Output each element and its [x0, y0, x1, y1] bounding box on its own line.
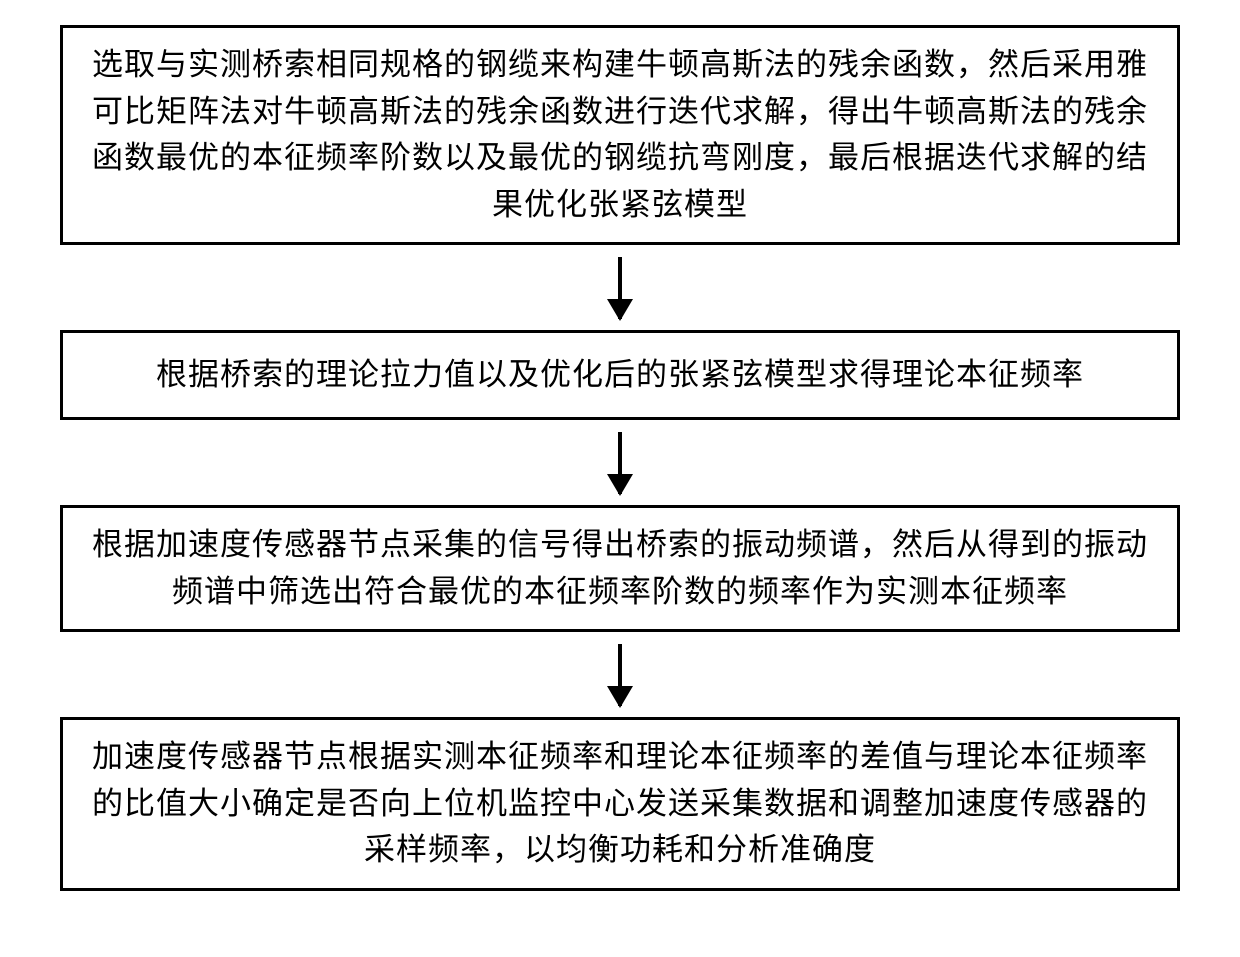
flowchart-step-4: 加速度传感器节点根据实测本征频率和理论本征频率的差值与理论本征频率的比值大小确定… [60, 717, 1180, 891]
flowchart-step-1: 选取与实测桥索相同规格的钢缆来构建牛顿高斯法的残余函数，然后采用雅可比矩阵法对牛… [60, 25, 1180, 245]
flowchart-step-3: 根据加速度传感器节点采集的信号得出桥索的振动频谱，然后从得到的振动频谱中筛选出符… [60, 505, 1180, 632]
arrow-3-4 [60, 632, 1180, 717]
flowchart-step-2-text: 根据桥索的理论拉力值以及优化后的张紧弦模型求得理论本征频率 [156, 352, 1084, 399]
arrow-icon [618, 432, 622, 494]
flowchart-step-2: 根据桥索的理论拉力值以及优化后的张紧弦模型求得理论本征频率 [60, 330, 1180, 420]
arrow-icon [618, 644, 622, 706]
flowchart-step-1-text: 选取与实测桥索相同规格的钢缆来构建牛顿高斯法的残余函数，然后采用雅可比矩阵法对牛… [87, 42, 1153, 228]
flowchart-container: 选取与实测桥索相同规格的钢缆来构建牛顿高斯法的残余函数，然后采用雅可比矩阵法对牛… [60, 25, 1180, 891]
arrow-icon [618, 257, 622, 319]
arrow-2-3 [60, 420, 1180, 505]
arrow-1-2 [60, 245, 1180, 330]
flowchart-step-4-text: 加速度传感器节点根据实测本征频率和理论本征频率的差值与理论本征频率的比值大小确定… [87, 734, 1153, 874]
flowchart-step-3-text: 根据加速度传感器节点采集的信号得出桥索的振动频谱，然后从得到的振动频谱中筛选出符… [87, 522, 1153, 615]
